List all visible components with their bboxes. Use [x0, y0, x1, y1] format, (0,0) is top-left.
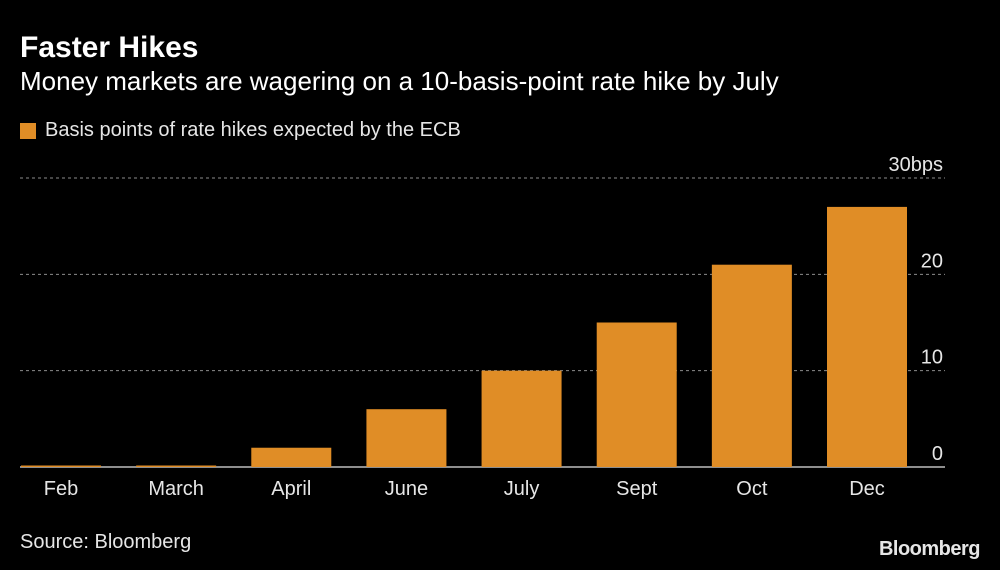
x-tick-label: Sept	[616, 478, 658, 500]
label-layer: 0 10 20 30bps Feb March April June July Sept Oct De…	[44, 154, 943, 500]
legend-label: Basis points of rate hikes expected by t…	[45, 119, 461, 141]
x-tick-label: Dec	[849, 478, 885, 500]
legend-swatch	[20, 122, 36, 139]
bar-oct	[711, 264, 792, 467]
x-tick-label: July	[504, 478, 540, 500]
y-tick-label: 0	[932, 443, 943, 465]
bar-dec	[827, 206, 907, 467]
x-tick-label: Feb	[44, 478, 78, 500]
bloomberg-logo: Bloomberg	[878, 538, 981, 560]
bar-april	[251, 447, 332, 467]
bar-sept	[596, 322, 677, 467]
x-tick-label: March	[148, 478, 204, 500]
y-tick-label: 20	[921, 250, 943, 272]
bar-layer	[21, 206, 907, 467]
x-tick-label: Oct	[736, 478, 768, 500]
legend: Basis points of rate hikes expected by t…	[20, 119, 461, 142]
bar-feb	[21, 465, 101, 467]
chart-title: Faster Hikes	[20, 31, 199, 64]
x-tick-label: April	[271, 478, 311, 500]
x-tick-label: June	[385, 478, 428, 500]
chart-subtitle: Money markets are wagering on a 10-basis…	[20, 66, 779, 96]
source-note: Source: Bloomberg	[20, 531, 192, 553]
bar-july	[481, 370, 562, 467]
bar-march	[136, 465, 217, 467]
y-tick-label: 30bps	[889, 154, 944, 176]
bar-june	[366, 409, 447, 467]
y-tick-label: 10	[921, 347, 943, 369]
